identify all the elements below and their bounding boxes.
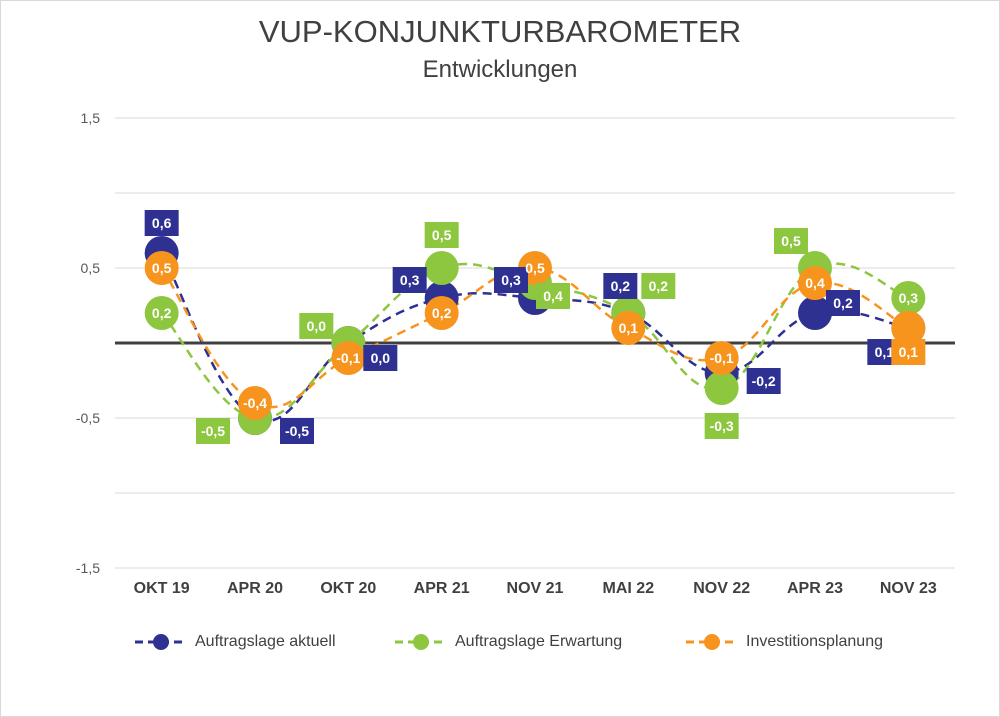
- data-label-box: [196, 418, 230, 444]
- legend-label: Auftragslage aktuell: [195, 633, 336, 650]
- data-label-box: [603, 273, 638, 299]
- data-point: [424, 296, 459, 330]
- chart-subtitle: Entwicklungen: [422, 56, 578, 83]
- data-label: 0,2: [611, 278, 631, 294]
- series-line: [160, 252, 909, 422]
- data-label-box: [641, 273, 676, 299]
- data-label: 0,1: [875, 344, 895, 360]
- data-label: -0,1: [710, 350, 734, 366]
- data-label: 0,5: [781, 233, 801, 249]
- data-label: -0,5: [285, 423, 309, 439]
- legend-item-auftragslage-aktuell: Auftragslage aktuell: [133, 627, 336, 657]
- data-point: [144, 251, 179, 285]
- data-label: -0,1: [336, 350, 360, 366]
- data-label-box: [299, 313, 334, 339]
- data-label-box: [144, 210, 179, 236]
- x-tick-label: OKT 20: [320, 580, 376, 597]
- data-label-box: [494, 267, 528, 293]
- data-label: 0,5: [152, 260, 172, 276]
- y-tick-label: 0,5: [81, 260, 101, 276]
- chart-title: VUP-KONJUNKTURBAROMETER: [258, 14, 742, 49]
- legend-item-auftragslage-erwartung: Auftragslage Erwartung: [393, 627, 622, 657]
- data-point: [704, 341, 739, 375]
- data-label-box: [536, 283, 570, 309]
- data-label: 0,5: [432, 227, 452, 243]
- data-label: 0,5: [525, 260, 545, 276]
- x-tick-label: NOV 22: [693, 580, 750, 597]
- legend-item-investitionsplanung: Investitionsplanung: [684, 627, 883, 657]
- data-label: 0,4: [543, 288, 563, 304]
- data-point: [238, 386, 272, 420]
- data-label-box: [704, 413, 739, 439]
- data-point: [611, 311, 646, 345]
- data-label: -0,3: [710, 418, 734, 434]
- data-label-box: [424, 222, 459, 248]
- data-label: -0,5: [201, 423, 225, 439]
- data-label: 0,0: [307, 318, 327, 334]
- data-label: 0,3: [400, 272, 420, 288]
- data-point: [424, 251, 459, 285]
- x-tick-label: OKT 19: [134, 580, 190, 597]
- data-point: [144, 296, 179, 330]
- data-label: 0,2: [649, 278, 669, 294]
- data-label: 0,1: [619, 320, 639, 336]
- x-tick-label: NOV 23: [880, 580, 937, 597]
- legend: Auftragslage aktuell Auftragslage Erwart…: [0, 627, 1000, 657]
- data-label: 0,6: [152, 215, 172, 231]
- data-point: [331, 341, 366, 375]
- data-point: [704, 371, 739, 405]
- data-label-box: [774, 228, 808, 254]
- legend-label: Auftragslage Erwartung: [455, 633, 623, 650]
- data-point: [798, 266, 832, 300]
- data-label: 0,4: [805, 275, 825, 291]
- data-point: [891, 311, 926, 345]
- data-label-box: [826, 290, 860, 316]
- data-label: -0,4: [243, 395, 267, 411]
- data-label: -0,2: [752, 373, 776, 389]
- y-tick-label: -1,5: [76, 560, 100, 576]
- data-label: 0,3: [501, 272, 521, 288]
- data-label: 0,2: [152, 305, 172, 321]
- legend-marker-icon: [395, 634, 447, 650]
- x-tick-label: APR 21: [414, 580, 470, 597]
- data-label-box: [891, 339, 926, 365]
- legend-label: Investitionsplanung: [746, 633, 883, 650]
- data-label-box: [392, 267, 427, 293]
- data-label: 0,0: [371, 350, 391, 366]
- data-label: 0,2: [833, 295, 853, 311]
- data-label: 0,3: [899, 290, 919, 306]
- data-label: 0,2: [432, 305, 452, 321]
- x-tick-label: APR 20: [227, 580, 283, 597]
- legend-marker-icon: [686, 634, 738, 650]
- data-label-box: [280, 418, 314, 444]
- y-tick-label: -0,5: [76, 410, 100, 426]
- data-point: [798, 296, 832, 330]
- y-tick-label: 1,5: [81, 110, 101, 126]
- data-label-box: [746, 368, 781, 394]
- x-tick-label: APR 23: [787, 580, 843, 597]
- x-tick-label: NOV 21: [507, 580, 564, 597]
- data-label: 0,1: [899, 344, 919, 360]
- data-point: [891, 281, 926, 315]
- data-label-box: [363, 345, 398, 371]
- x-tick-label: MAI 22: [603, 580, 655, 597]
- legend-marker-icon: [135, 634, 187, 650]
